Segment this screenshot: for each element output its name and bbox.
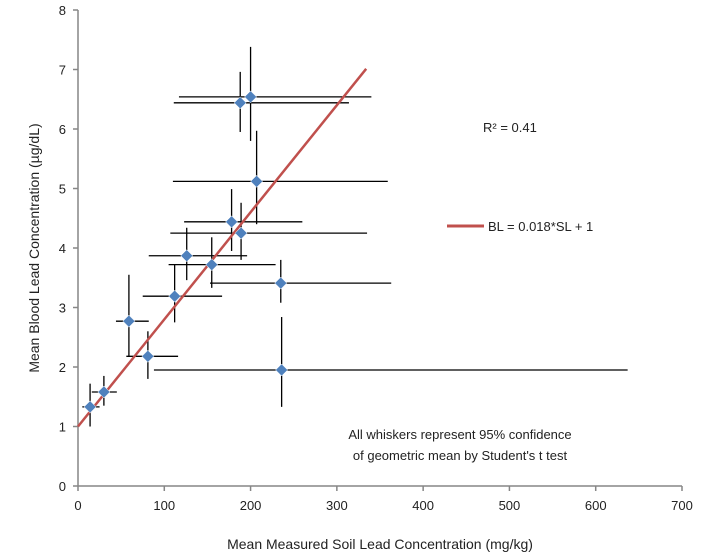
- x-tick-label: 500: [499, 498, 521, 513]
- trendline-group: [77, 68, 368, 428]
- x-tick-label: 300: [326, 498, 348, 513]
- x-tick-label: 400: [412, 498, 434, 513]
- x-tick-label: 200: [240, 498, 262, 513]
- note-line-2: of geometric mean by Student's t test: [353, 448, 568, 463]
- y-tick-label: 5: [59, 182, 66, 197]
- error-bars: [82, 46, 628, 427]
- data-point-diamond: [97, 385, 111, 399]
- data-point-diamond: [83, 400, 97, 414]
- y-tick-label: 6: [59, 122, 66, 137]
- data-point-diamond: [141, 349, 155, 363]
- y-tick-label: 1: [59, 420, 66, 435]
- data-points: [83, 90, 288, 414]
- y-tick-label: 7: [59, 63, 66, 78]
- y-tick-label: 0: [59, 479, 66, 494]
- r-squared-annotation: R² = 0.41: [483, 120, 537, 135]
- y-tick-label: 4: [59, 241, 66, 256]
- data-point-diamond: [225, 215, 238, 229]
- data-point-diamond: [274, 276, 288, 290]
- axes: 0 1 2 3 4 5 6 7 8 0 100 200 300 400 500 600 700: [59, 3, 693, 513]
- data-point-diamond: [205, 258, 219, 272]
- data-point-diamond: [233, 96, 247, 110]
- y-tick-label: 3: [59, 301, 66, 316]
- data-point-diamond: [180, 249, 194, 263]
- y-tick-label: 8: [59, 3, 66, 18]
- data-point-diamond: [168, 289, 181, 303]
- data-point-diamond: [234, 226, 248, 240]
- x-axis-title: Mean Measured Soil Lead Concentration (m…: [227, 536, 533, 552]
- legend-label: BL = 0.018*SL + 1: [488, 219, 593, 234]
- x-tick-label: 600: [585, 498, 607, 513]
- x-tick-label: 100: [153, 498, 175, 513]
- note-line-1: All whiskers represent 95% confidence: [348, 427, 571, 442]
- x-tick-label: 0: [74, 498, 81, 513]
- x-tick-label: 700: [671, 498, 693, 513]
- trendline: [77, 68, 368, 428]
- y-axis-title: Mean Blood Lead Concentration (µg/dL): [26, 123, 42, 372]
- data-point-diamond: [244, 90, 257, 104]
- y-tick-label: 2: [59, 360, 66, 375]
- data-point-diamond: [122, 314, 136, 328]
- data-point-diamond: [275, 363, 288, 377]
- data-point-diamond: [250, 175, 263, 188]
